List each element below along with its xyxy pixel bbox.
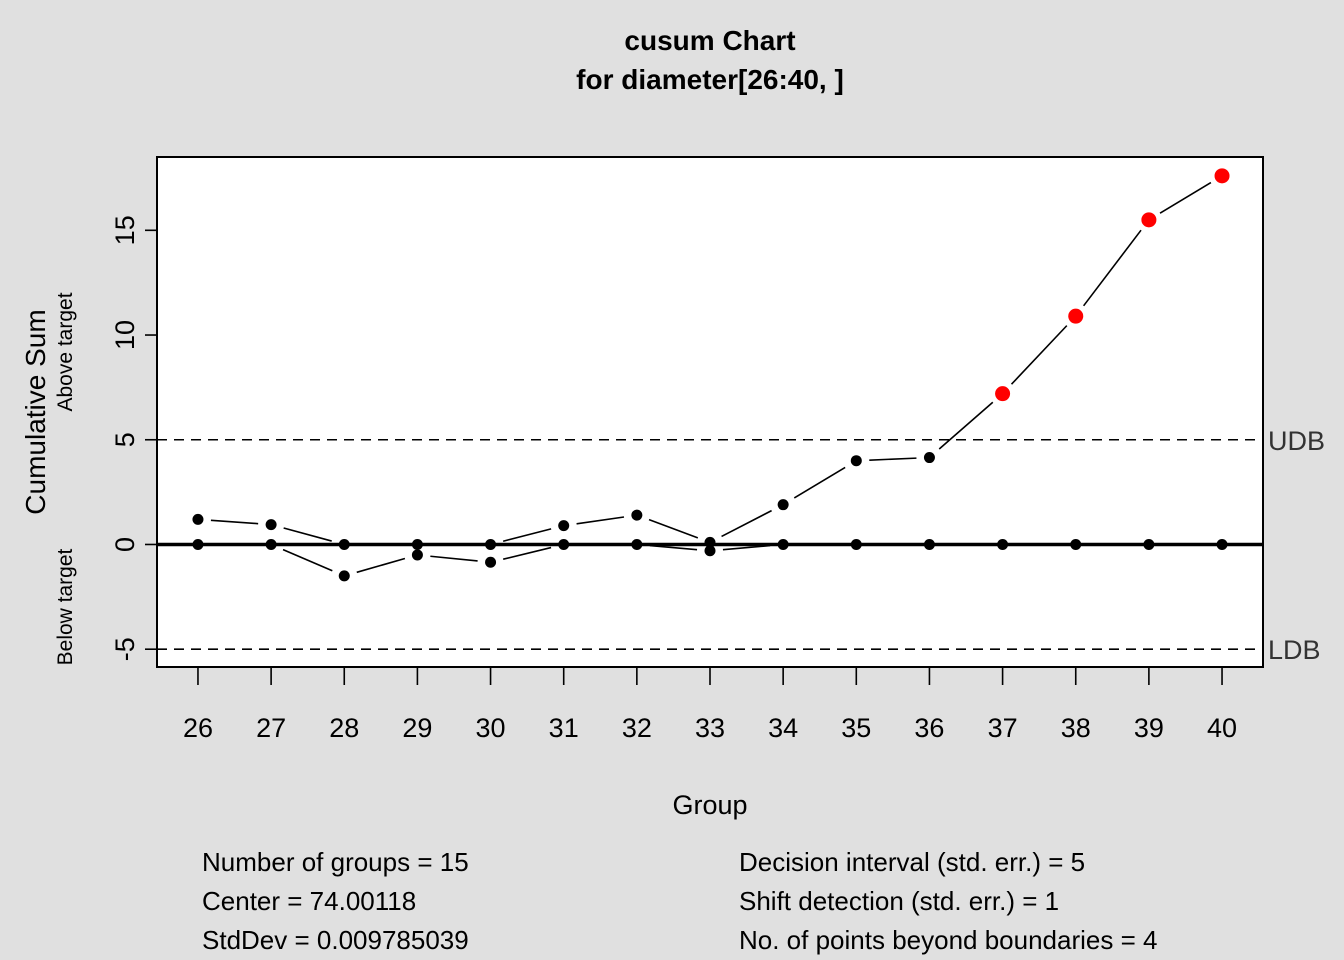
series-1-point [192,513,204,525]
x-axis-label: Group [672,790,747,820]
plot-area [156,156,1264,668]
series-2-segment [282,548,333,572]
series-1-point [777,499,789,511]
stats-right: Decision interval (std. err.) = 5 Shift … [739,843,1157,960]
series-2-segment [722,544,771,551]
x-tick-label: 37 [988,713,1018,743]
series-1-segment [210,519,259,525]
series-1-violation-point [1141,212,1157,228]
y-tick-label: 10 [110,320,140,350]
stat-points-beyond: No. of points beyond boundaries = 4 [739,925,1158,955]
series-2-point [1070,538,1082,550]
upper-boundary-label: UDB [1268,426,1325,456]
series-1-segment [283,527,332,542]
series-2-point [1143,538,1155,550]
series-1-point [704,536,716,548]
x-tick-label: 33 [695,713,725,743]
series-2-point [265,538,277,550]
series-1-segment [648,518,699,539]
x-tick-label: 26 [183,713,213,743]
series-1-point [850,455,862,467]
x-tick-label: 36 [914,713,944,743]
stat-stddev: StdDev = 0.009785039 [202,925,469,955]
series-2-point [338,570,350,582]
y-axis-label-below: Below target [54,548,77,665]
series-2-point [558,538,570,550]
series-1-segment [793,466,846,499]
series-1-point [923,452,935,464]
series-2-segment [649,544,698,551]
series-1-segment [721,509,772,538]
x-tick-label: 30 [476,713,506,743]
series-1-segment [869,457,917,461]
series-1-segment [1082,229,1142,307]
series-1-point [558,520,570,532]
series-1-segment [576,516,625,525]
y-tick-label: 0 [110,537,140,552]
series-1-segment [502,528,552,543]
series-2-point [777,538,789,550]
series-2-point [631,538,643,550]
y-tick-label: 15 [110,215,140,245]
series-2-segment [430,555,478,562]
series-2-point [997,538,1009,550]
series-2-point [1216,538,1228,550]
x-tick-label: 38 [1061,713,1091,743]
y-axis-label: Cumulative Sum [20,309,51,514]
series-1-point [338,538,350,550]
lower-boundary-label: LDB [1268,635,1321,665]
series-1-point [631,509,643,521]
series-1-violation-point [1068,308,1084,324]
series-2-point [485,556,497,568]
stat-center: Center = 74.00118 [202,886,417,916]
y-axis-label-above: Above target [54,292,77,411]
series-1-segment [1159,181,1212,214]
stat-number-of-groups: Number of groups = 15 [202,847,469,877]
x-tick-label: 32 [622,713,652,743]
x-tick-label: 29 [402,713,432,743]
series-2-segment [356,557,406,574]
series-1-violation-point [1214,168,1230,184]
series-1-point [485,538,497,550]
chart-svg: cusum Chart for diameter[26:40, ] UDB LDB… [20,25,1325,820]
x-tick-label: 27 [256,713,286,743]
series-1-point [411,538,423,550]
y-tick-label: 5 [110,432,140,447]
stats-left: Number of groups = 15 Center = 74.00118 … [202,843,469,960]
series-2-point [192,538,204,550]
x-tick-label: 35 [841,713,871,743]
series-2-segment [502,546,552,560]
x-tick-label: 40 [1207,713,1237,743]
x-tick-label: 28 [329,713,359,743]
stat-shift-detection: Shift detection (std. err.) = 1 [739,886,1060,916]
stat-decision-interval: Decision interval (std. err.) = 5 [739,847,1086,877]
x-tick-label: 31 [549,713,579,743]
series-2-point [850,538,862,550]
chart-subtitle: for diameter[26:40, ] [576,64,844,95]
series-2-point [411,549,423,561]
x-tick-label: 39 [1134,713,1164,743]
series-2-point [704,545,716,557]
series-2-point [923,538,935,550]
y-tick-label: -5 [110,637,140,661]
series-1-segment [1010,325,1068,385]
series-1-segment [938,401,994,450]
series-1-point [265,519,277,531]
series-1-violation-point [995,386,1011,402]
x-tick-label: 34 [768,713,798,743]
chart-title: cusum Chart [624,25,795,56]
